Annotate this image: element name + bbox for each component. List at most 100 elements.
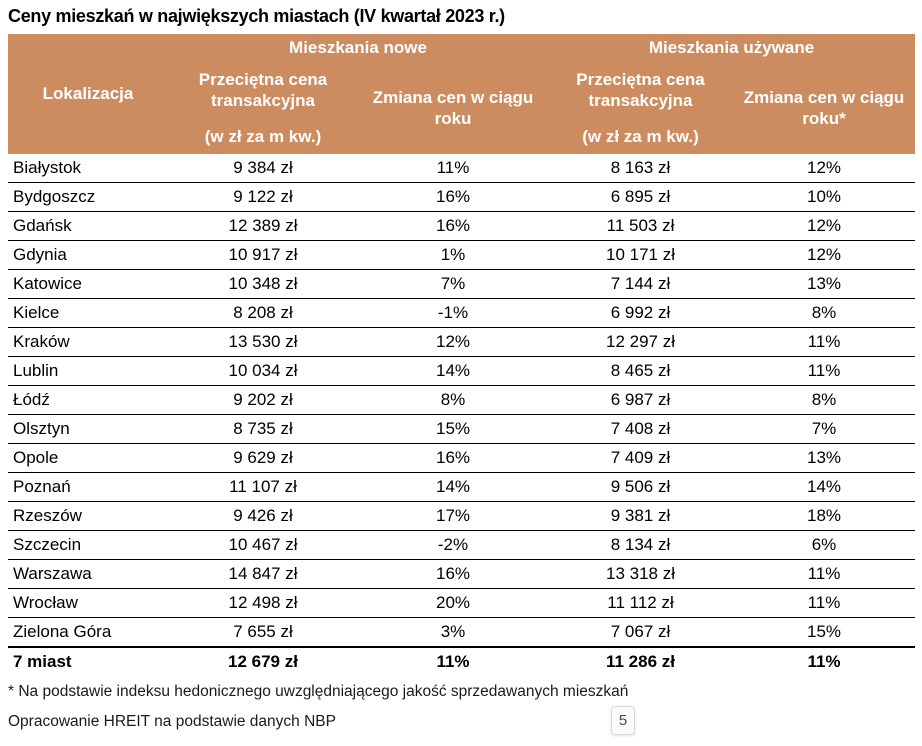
table-row: Gdynia 10 917 zł 1% 10 171 zł 12%: [8, 241, 915, 270]
footnotes: * Na podstawie indeksu hedonicznego uwzg…: [8, 684, 915, 729]
change-new-cell: 15%: [435, 419, 471, 438]
price-new-cell: 12 679 zł: [228, 652, 298, 671]
change-new-cell: -2%: [437, 535, 469, 554]
change-new-cell: 17%: [435, 506, 471, 525]
price-used-cell: 6 992 zł: [610, 303, 671, 322]
change-used-cell: 12%: [806, 158, 842, 177]
change-used-cell: 15%: [806, 622, 842, 641]
table-header: Lokalizacja Mieszkania nowe Mieszkania u…: [8, 34, 915, 154]
page-content: Ceny mieszkań w największych miastach (I…: [8, 6, 915, 743]
change-new-cell: 12%: [435, 332, 471, 351]
change-new-cell: 16%: [435, 187, 471, 206]
table-row: Bydgoszcz 9 122 zł 16% 6 895 zł 10%: [8, 183, 915, 212]
table-row: Warszawa 14 847 zł 16% 13 318 zł 11%: [8, 560, 915, 589]
price-used-cell: 9 381 zł: [610, 506, 671, 525]
change-used-cell: 13%: [806, 274, 842, 293]
change-new-cell: 16%: [435, 564, 471, 583]
city-cell: 7 miast: [13, 652, 72, 671]
city-cell: Zielona Góra: [13, 622, 112, 641]
city-cell: Kielce: [13, 303, 60, 322]
change-new-cell: 16%: [435, 448, 471, 467]
change-new-cell: 16%: [435, 216, 471, 235]
price-used-cell: 10 171 zł: [606, 245, 675, 264]
city-cell: Poznań: [13, 477, 71, 496]
price-used-cell: 7 409 zł: [610, 448, 671, 467]
city-cell: Łódź: [13, 390, 50, 409]
change-used-cell: 12%: [806, 216, 842, 235]
city-cell: Gdynia: [13, 245, 67, 264]
change-used-cell: 10%: [806, 187, 842, 206]
table-row: Lublin 10 034 zł 14% 8 465 zł 11%: [8, 357, 915, 386]
price-used-cell: 9 506 zł: [610, 477, 671, 496]
city-cell: Bydgoszcz: [13, 187, 96, 206]
city-cell: Warszawa: [13, 564, 92, 583]
price-new-cell: 9 426 zł: [233, 506, 293, 525]
price-used-cell: 11 286 zł: [605, 652, 675, 671]
table-body: Białystok 9 384 zł 11% 8 163 zł 12% Bydg…: [8, 154, 915, 676]
price-used-cell: 7 408 zł: [610, 419, 671, 438]
price-new-cell: 14 847 zł: [228, 564, 298, 583]
change-new-cell: 3%: [440, 622, 466, 641]
price-used-unit: (w zł za m kw.): [582, 126, 699, 146]
change-new-cell: 1%: [440, 245, 466, 264]
table-row: Katowice 10 348 zł 7% 7 144 zł 13%: [8, 270, 915, 299]
col-header-change-new: Zmiana cen w ciągu roku: [358, 62, 548, 154]
change-used-cell: 11%: [807, 564, 841, 583]
change-new-cell: -1%: [437, 303, 469, 322]
table-row: Szczecin 10 467 zł -2% 8 134 zł 6%: [8, 531, 915, 560]
city-cell: Lublin: [13, 361, 59, 380]
city-cell: Katowice: [13, 274, 82, 293]
group-header-used: Mieszkania używane: [548, 34, 915, 62]
table-row: 7 miast 12 679 zł 11% 11 286 zł 11%: [8, 647, 915, 676]
change-used-cell: 12%: [806, 245, 842, 264]
change-new-cell: 14%: [435, 361, 471, 380]
price-used-cell: 6 987 zł: [610, 390, 671, 409]
city-cell: Szczecin: [13, 535, 82, 554]
price-used-cell: 8 163 zł: [610, 158, 671, 177]
city-cell: Kraków: [13, 332, 70, 351]
change-used-cell: 11%: [807, 332, 841, 351]
price-used-cell: 6 895 zł: [610, 187, 671, 206]
price-table: Lokalizacja Mieszkania nowe Mieszkania u…: [8, 34, 915, 676]
change-used-cell: 18%: [806, 506, 842, 525]
price-used-cell: 11 503 zł: [606, 216, 675, 235]
price-new-label: Przeciętna cena transakcyjna: [198, 70, 328, 111]
footnote-hedonic-index: * Na podstawie indeksu hedonicznego uwzg…: [8, 683, 629, 700]
table-row: Rzeszów 9 426 zł 17% 9 381 zł 18%: [8, 502, 915, 531]
table-row: Opole 9 629 zł 16% 7 409 zł 13%: [8, 444, 915, 473]
price-new-cell: 9 629 zł: [233, 448, 293, 467]
col-header-change-used: Zmiana cen w ciągu roku*: [733, 62, 915, 154]
group-header-new: Mieszkania nowe: [168, 34, 548, 62]
change-used-cell: 11%: [807, 593, 841, 612]
price-new-cell: 13 530 zł: [228, 332, 298, 351]
table-row: Kraków 13 530 zł 12% 12 297 zł 11%: [8, 328, 915, 357]
table-row: Łódź 9 202 zł 8% 6 987 zł 8%: [8, 386, 915, 415]
page-number: 5: [618, 712, 628, 729]
change-new-cell: 7%: [440, 274, 466, 293]
table-row: Gdańsk 12 389 zł 16% 11 503 zł 12%: [8, 212, 915, 241]
change-used-cell: 8%: [811, 390, 837, 409]
change-used-cell: 11%: [807, 652, 841, 671]
price-used-cell: 12 297 zł: [606, 332, 675, 351]
change-new-cell: 14%: [435, 477, 471, 496]
price-new-cell: 10 917 zł: [228, 245, 298, 264]
change-new-cell: 8%: [440, 390, 466, 409]
city-cell: Białystok: [13, 158, 82, 177]
price-used-cell: 8 465 zł: [610, 361, 671, 380]
page-number-badge: 5: [611, 706, 635, 735]
col-header-location: Lokalizacja: [8, 34, 168, 154]
table-row: Wrocław 12 498 zł 20% 11 112 zł 11%: [8, 589, 915, 618]
price-new-cell: 11 107 zł: [229, 477, 297, 496]
change-used-cell: 6%: [811, 535, 837, 554]
table-row: Kielce 8 208 zł -1% 6 992 zł 8%: [8, 299, 915, 328]
sub-header-row: Przeciętna cena transakcyjna (w zł za m …: [8, 62, 915, 154]
price-used-cell: 7 067 zł: [610, 622, 671, 641]
col-header-price-used: Przeciętna cena transakcyjna (w zł za m …: [548, 62, 733, 154]
city-cell: Wrocław: [13, 593, 78, 612]
price-used-label: Przeciętna cena transakcyjna: [576, 70, 705, 111]
table-row: Poznań 11 107 zł 14% 9 506 zł 14%: [8, 473, 915, 502]
footnote-source: Opracowanie HREIT na podstawie danych NB…: [8, 712, 336, 730]
city-cell: Rzeszów: [13, 506, 82, 525]
price-used-cell: 7 144 zł: [610, 274, 671, 293]
